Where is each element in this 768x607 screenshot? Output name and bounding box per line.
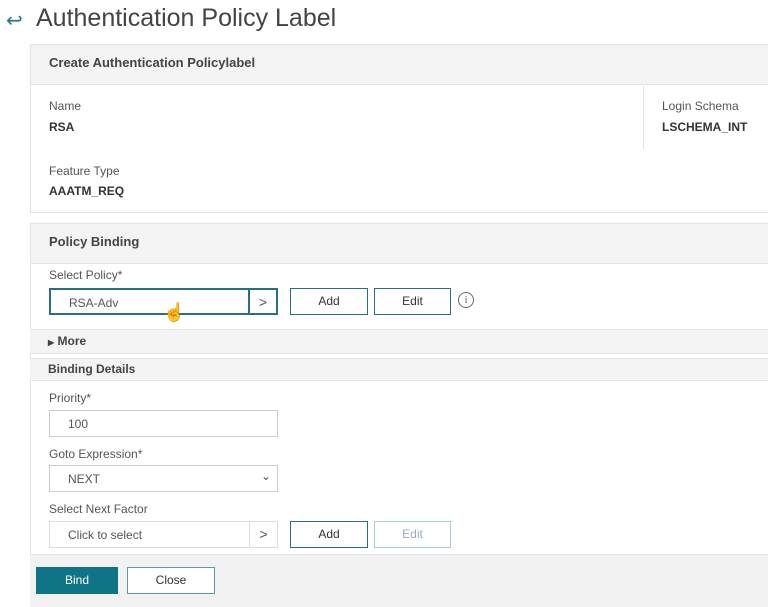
chevron-right-icon[interactable]: > bbox=[248, 290, 276, 313]
next-factor-placeholder: Click to select bbox=[68, 528, 143, 542]
feature-type-label: Feature Type bbox=[49, 164, 120, 178]
more-toggle[interactable]: ▶ More bbox=[30, 329, 768, 354]
edit-policy-button[interactable]: Edit bbox=[374, 288, 451, 315]
close-button[interactable]: Close bbox=[127, 567, 215, 594]
goto-expression-label: Goto Expression* bbox=[49, 447, 143, 461]
add-next-factor-button[interactable]: Add bbox=[290, 521, 368, 548]
next-factor-label: Select Next Factor bbox=[49, 502, 148, 516]
chevron-down-icon: ⌄ bbox=[260, 469, 271, 483]
back-arrow-icon[interactable]: ↩ bbox=[6, 10, 23, 32]
bind-button[interactable]: Bind bbox=[36, 567, 118, 594]
page-title: Authentication Policy Label bbox=[36, 4, 337, 32]
feature-type-value: AAATM_REQ bbox=[49, 184, 125, 198]
select-policy-label: Select Policy* bbox=[49, 268, 123, 282]
edit-next-factor-button[interactable]: Edit bbox=[374, 521, 451, 548]
login-schema-label: Login Schema bbox=[662, 99, 739, 113]
binding-details-header: Binding Details bbox=[30, 358, 768, 381]
info-icon[interactable]: i bbox=[458, 292, 474, 308]
goto-expression-value: NEXT bbox=[68, 472, 101, 486]
priority-input[interactable]: 100 bbox=[49, 410, 278, 437]
triangle-right-icon: ▶ bbox=[48, 338, 55, 347]
more-label: More bbox=[57, 334, 87, 348]
policy-binding-header: Policy Binding bbox=[31, 224, 768, 264]
create-section-header: Create Authentication Policylabel bbox=[31, 45, 768, 85]
add-policy-button[interactable]: Add bbox=[290, 288, 368, 315]
chevron-right-icon[interactable]: > bbox=[249, 522, 277, 547]
login-schema-value: LSCHEMA_INT bbox=[662, 120, 748, 134]
goto-expression-select[interactable]: NEXT ⌄ bbox=[49, 465, 278, 492]
next-factor-input[interactable]: Click to select > bbox=[49, 521, 278, 548]
hand-cursor-icon: ☝ bbox=[163, 302, 186, 322]
select-policy-value: RSA-Adv bbox=[69, 296, 119, 310]
create-section: Create Authentication Policylabel Name R… bbox=[30, 44, 768, 213]
divider bbox=[643, 86, 644, 149]
name-value: RSA bbox=[49, 120, 75, 134]
name-label: Name bbox=[49, 99, 82, 113]
priority-label: Priority* bbox=[49, 391, 92, 405]
select-policy-input[interactable]: RSA-Adv > bbox=[49, 288, 278, 315]
